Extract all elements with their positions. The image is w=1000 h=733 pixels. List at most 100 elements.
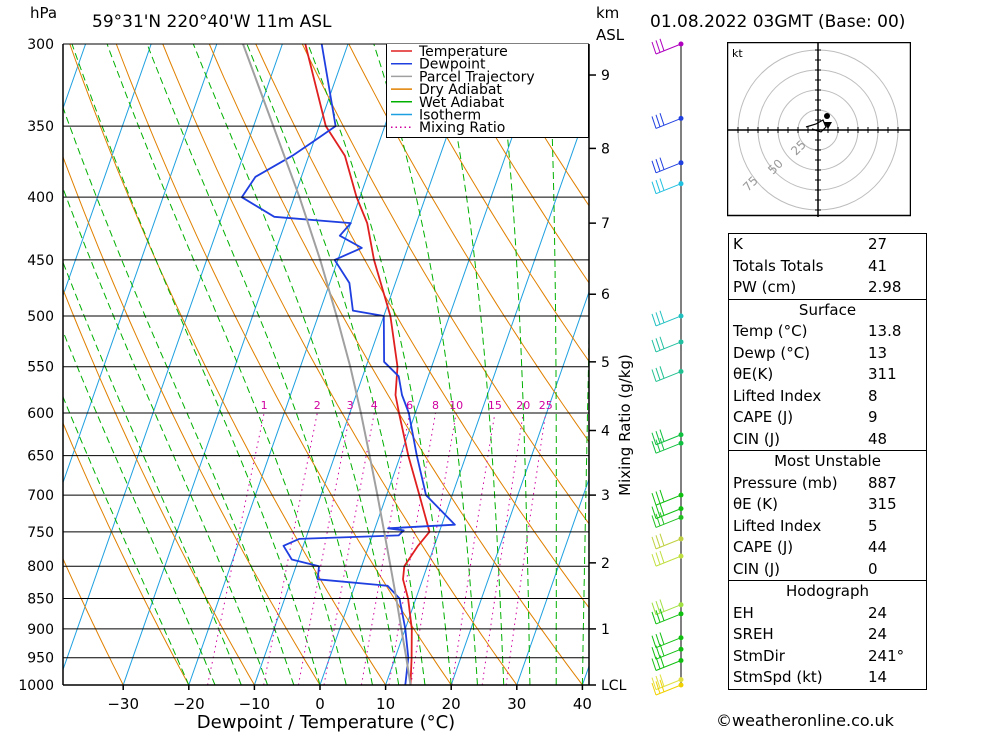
x-tick-label: 0 (315, 695, 325, 713)
row-value: 5 (868, 516, 878, 535)
table-row: StmSpd (kt) 14 (729, 667, 926, 689)
wet-adiabat-line (373, 44, 478, 685)
dry-adiabat-line (162, 44, 518, 685)
hodograph-trace (805, 119, 827, 133)
row-value: 13.8 (868, 322, 902, 340)
wind-barb-feather (659, 632, 665, 645)
legend-label: Dewpoint (419, 57, 486, 73)
isotherm-line (122, 44, 349, 685)
pressure-tick-label: 850 (27, 591, 54, 607)
height-tick-label: 3 (601, 488, 610, 504)
wind-barb-feather (655, 504, 661, 518)
row-label: CIN (J) (733, 559, 781, 578)
wind-barb-feather (659, 157, 665, 170)
row-value: 41 (868, 256, 888, 275)
table-row: CIN (J) 0 (729, 559, 926, 581)
row-label: Totals Totals (733, 256, 824, 275)
mixing-ratio-label: 8 (432, 399, 439, 412)
mixing-ratio-line (298, 412, 351, 685)
row-label: CIN (J) (733, 429, 781, 448)
mixing-ratio-line (323, 412, 375, 685)
height-tick-label: 8 (601, 141, 610, 157)
height-tick-label: 7 (601, 216, 610, 232)
wind-barb-feather (655, 338, 661, 351)
row-value: 2.98 (868, 278, 902, 296)
wind-barb-feather (659, 429, 665, 442)
height-tick-label: 5 (601, 355, 610, 371)
wind-barb (655, 315, 682, 327)
wind-barb-feather (655, 633, 661, 647)
row-value: 241° (868, 646, 905, 665)
height-tick-label: 6 (601, 287, 610, 303)
legend-label: Temperature (418, 44, 508, 60)
wind-barb-feather (651, 506, 657, 519)
x-tick-label: −30 (107, 695, 139, 713)
wind-barb-feather (655, 491, 661, 504)
row-label: Dewp (°C) (733, 343, 811, 362)
wet-adiabat-line (63, 395, 190, 685)
row-label: PW (cm) (733, 278, 797, 296)
credit-link[interactable]: ©weatheronline.co.uk (716, 711, 894, 730)
height-tick-label: 2 (601, 556, 610, 572)
row-label: θE(K) (733, 365, 774, 383)
row-label: SREH (733, 625, 774, 643)
dry-adiabat-line (208, 44, 583, 685)
row-value: 48 (868, 429, 888, 448)
wet-adiabat-line (581, 313, 589, 685)
wind-barb-feather (651, 41, 657, 55)
wet-adiabat-line (246, 44, 426, 685)
wind-barb (655, 555, 682, 567)
mixing-ratio-label: 4 (371, 399, 378, 412)
mixing-ratio-line (263, 412, 318, 685)
wind-barb-feather (655, 610, 661, 623)
legend-label: Wet Adiabat (419, 95, 505, 111)
height-unit-label-asl: ASL (596, 26, 625, 44)
x-axis-title: Dewpoint / Temperature (°C) (197, 712, 455, 733)
mixing-ratio-label: 15 (488, 399, 502, 412)
isotherm-line (0, 44, 20, 685)
legend-label: Isotherm (419, 108, 481, 124)
table-row: θE (K) 315 (729, 494, 926, 516)
wet-adiabat-line (71, 44, 321, 685)
wet-adiabat-line (63, 105, 295, 685)
wind-barb-feather (659, 310, 665, 323)
parcel-trajectory (242, 44, 412, 685)
most-unstable-section: Most Unstable Pressure (mb) 887 θE (K) 315 L… (729, 450, 926, 580)
mixing-ratio-line (410, 412, 457, 685)
table-row: Lifted Index 5 (729, 516, 926, 538)
row-label: Pressure (mb) (733, 473, 838, 492)
pressure-tick-label: 400 (27, 190, 54, 206)
table-row: CAPE (J) 44 (729, 537, 926, 559)
wind-barb-feather (651, 181, 657, 194)
pressure-tick-label: 800 (27, 559, 54, 575)
isotherm-line (516, 477, 589, 685)
table-row: StmDir 241° (729, 646, 926, 668)
table-row: SREH 24 (729, 624, 926, 646)
table-row: Dewp (°C) 13 (729, 343, 926, 365)
wind-barb-feather (659, 512, 665, 525)
pressure-tick-label: 900 (27, 622, 54, 638)
x-tick-label: 20 (442, 695, 461, 713)
dry-adiabat-line (953, 44, 1000, 685)
wind-barb-feather (651, 432, 657, 445)
isotherm-line (63, 44, 283, 672)
wind-barb (655, 613, 682, 625)
legend-label: Parcel Trajectory (419, 69, 535, 85)
dry-adiabat-line (441, 44, 589, 284)
wind-barb-feather (659, 599, 665, 612)
row-label: EH (733, 603, 754, 622)
wind-barb-feather (651, 492, 657, 506)
hodograph-section: Hodograph EH 24 SREH 24 StmDir 241° StmSpd (kt… (729, 580, 926, 689)
row-value: 315 (868, 495, 897, 513)
row-label: K (733, 235, 743, 253)
legend-label: Dry Adiabat (419, 82, 502, 98)
wind-barb (655, 371, 682, 382)
hodograph-mean-wind (824, 113, 830, 119)
x-tick-label: 30 (507, 695, 526, 713)
wind-barb-feather (659, 674, 665, 687)
wind-barb-feather (659, 643, 665, 657)
mixing-ratio-label: 1 (261, 399, 268, 412)
row-label: CAPE (J) (733, 408, 794, 426)
wet-adiabat-line (548, 44, 557, 685)
